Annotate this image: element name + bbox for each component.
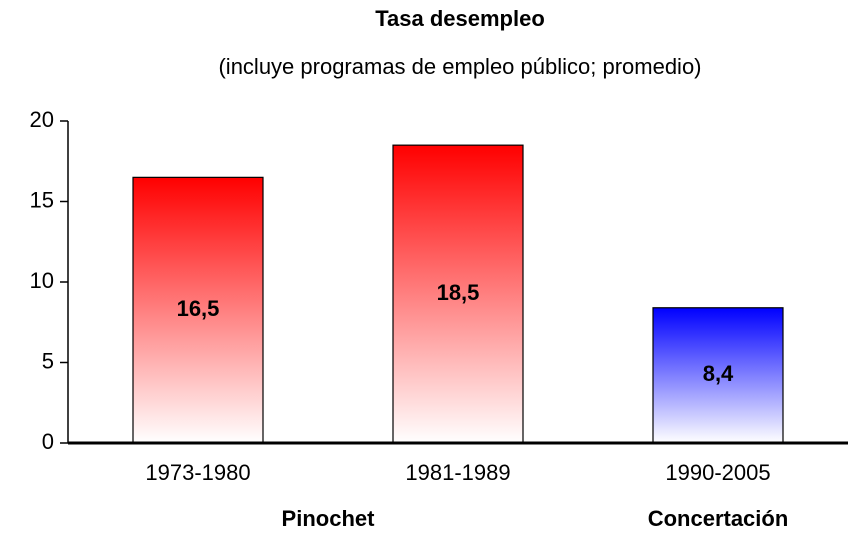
y-tick-label: 10 <box>30 268 54 293</box>
x-tick-label: 1981-1989 <box>405 460 510 485</box>
value-label: 18,5 <box>437 280 480 305</box>
y-tick-label: 0 <box>42 429 54 454</box>
value-label: 8,4 <box>703 361 734 386</box>
bar <box>392 144 524 444</box>
x-tick-label: 1990-2005 <box>665 460 770 485</box>
chart-subtitle: (incluye programas de empleo público; pr… <box>218 54 701 79</box>
group-label: Pinochet <box>282 506 376 531</box>
x-tick-label: 1973-1980 <box>145 460 250 485</box>
group-label: Concertación <box>648 506 789 531</box>
bar <box>652 307 784 444</box>
value-label: 16,5 <box>177 296 220 321</box>
chart-title: Tasa desempleo <box>375 6 545 31</box>
y-tick-label: 20 <box>30 107 54 132</box>
y-tick-label: 15 <box>30 187 54 212</box>
y-tick-label: 5 <box>42 348 54 373</box>
